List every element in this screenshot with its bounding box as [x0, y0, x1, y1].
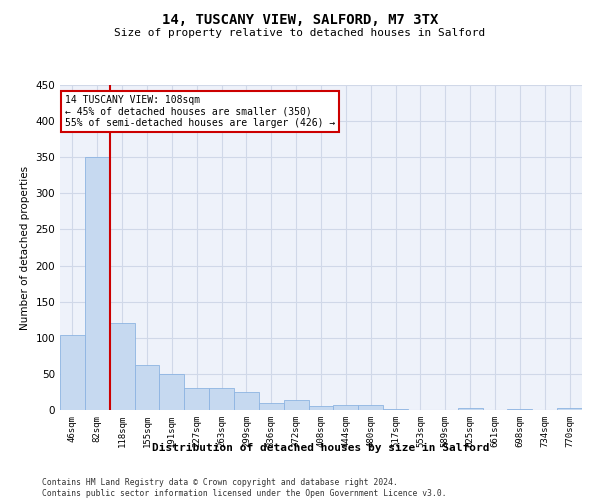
- Bar: [110, 324, 134, 410]
- Bar: [383, 408, 408, 410]
- Bar: [508, 408, 532, 410]
- Bar: [557, 408, 582, 410]
- Bar: [284, 400, 308, 410]
- Bar: [358, 405, 383, 410]
- Bar: [308, 406, 334, 410]
- Text: 14, TUSCANY VIEW, SALFORD, M7 3TX: 14, TUSCANY VIEW, SALFORD, M7 3TX: [162, 12, 438, 26]
- Bar: [458, 408, 482, 410]
- Bar: [160, 374, 184, 410]
- Bar: [60, 335, 85, 410]
- Bar: [259, 403, 284, 410]
- Text: Contains HM Land Registry data © Crown copyright and database right 2024.
Contai: Contains HM Land Registry data © Crown c…: [42, 478, 446, 498]
- Bar: [334, 405, 358, 410]
- Text: Distribution of detached houses by size in Salford: Distribution of detached houses by size …: [152, 442, 490, 452]
- Bar: [184, 388, 209, 410]
- Bar: [209, 388, 234, 410]
- Y-axis label: Number of detached properties: Number of detached properties: [20, 166, 30, 330]
- Bar: [134, 365, 160, 410]
- Bar: [85, 157, 110, 410]
- Text: Size of property relative to detached houses in Salford: Size of property relative to detached ho…: [115, 28, 485, 38]
- Bar: [234, 392, 259, 410]
- Text: 14 TUSCANY VIEW: 108sqm
← 45% of detached houses are smaller (350)
55% of semi-d: 14 TUSCANY VIEW: 108sqm ← 45% of detache…: [65, 94, 335, 128]
